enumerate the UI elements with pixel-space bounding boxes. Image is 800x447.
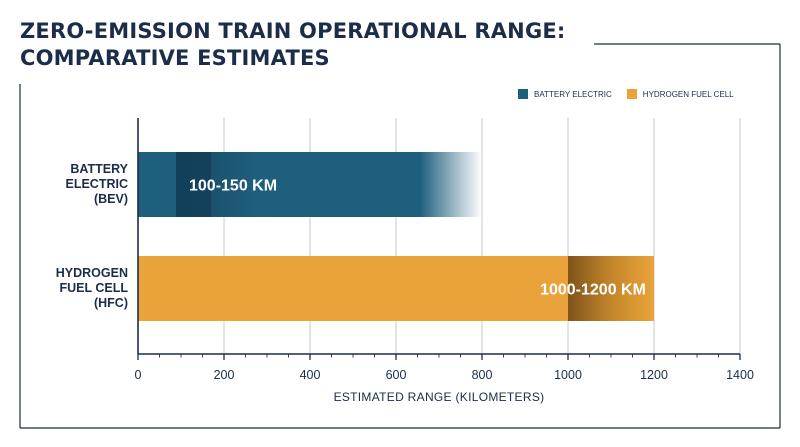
bar-bev-base <box>138 152 176 217</box>
category-label-hfc-line-1: HYDROGEN <box>55 266 128 280</box>
legend-label-bev: BATTERY ELECTRIC <box>534 89 612 99</box>
x-tick-label: 800 <box>472 368 493 382</box>
chart-title-line-2: COMPARATIVE ESTIMATES <box>20 46 330 70</box>
x-tick-label: 600 <box>386 368 407 382</box>
legend-label-hfc: HYDROGEN FUEL CELL <box>642 89 734 99</box>
bars <box>138 152 654 321</box>
category-label-bev: BATTERY ELECTRIC (BEV) <box>18 162 129 207</box>
category-label-bev-line-1: BATTERY <box>70 162 128 176</box>
x-axis-label: ESTIMATED RANGE (KILOMETERS) <box>333 390 545 404</box>
chart-title-line-1: ZERO-EMISSION TRAIN OPERATIONAL RANGE: <box>20 19 566 43</box>
x-tick-label: 0 <box>135 368 142 382</box>
category-label-hfc-line-2: FUEL CELL <box>59 281 128 295</box>
bar-labels: 100-150 KM 1000-1200 KM <box>189 178 646 299</box>
legend: BATTERY ELECTRIC HYDROGEN FUEL CELL <box>518 89 749 99</box>
category-label-bev-line-2: ELECTRIC <box>65 177 129 191</box>
bar-hfc <box>138 256 568 321</box>
x-tick-label: 200 <box>214 368 235 382</box>
bar-label-hfc: 1000-1200 KM <box>540 282 646 299</box>
legend-item-bev: BATTERY ELECTRIC <box>518 89 612 99</box>
x-tick-label: 400 <box>300 368 321 382</box>
x-tick-label: 1200 <box>640 368 668 382</box>
category-label-hfc: HYDROGEN FUEL CELL (HFC) <box>18 266 128 311</box>
chart-title: ZERO-EMISSION TRAIN OPERATIONAL RANGE: C… <box>20 18 566 72</box>
bar-label-bev: 100-150 KM <box>189 178 277 195</box>
bar-bev-range-band <box>176 152 211 217</box>
x-axis: 0 200 400 600 800 1000 1200 1400 <box>135 118 754 382</box>
legend-swatch-bev <box>518 89 528 99</box>
x-tick-label: 1400 <box>726 368 754 382</box>
legend-item-hfc: HYDROGEN FUEL CELL <box>626 89 734 99</box>
category-label-bev-line-3: (BEV) <box>93 192 128 206</box>
x-tick-label: 1000 <box>554 368 582 382</box>
category-label-hfc-line-3: (HFC) <box>93 296 128 310</box>
legend-swatch-hfc <box>626 89 637 99</box>
bar-hfc-range-band <box>568 256 654 321</box>
frame <box>19 43 781 429</box>
